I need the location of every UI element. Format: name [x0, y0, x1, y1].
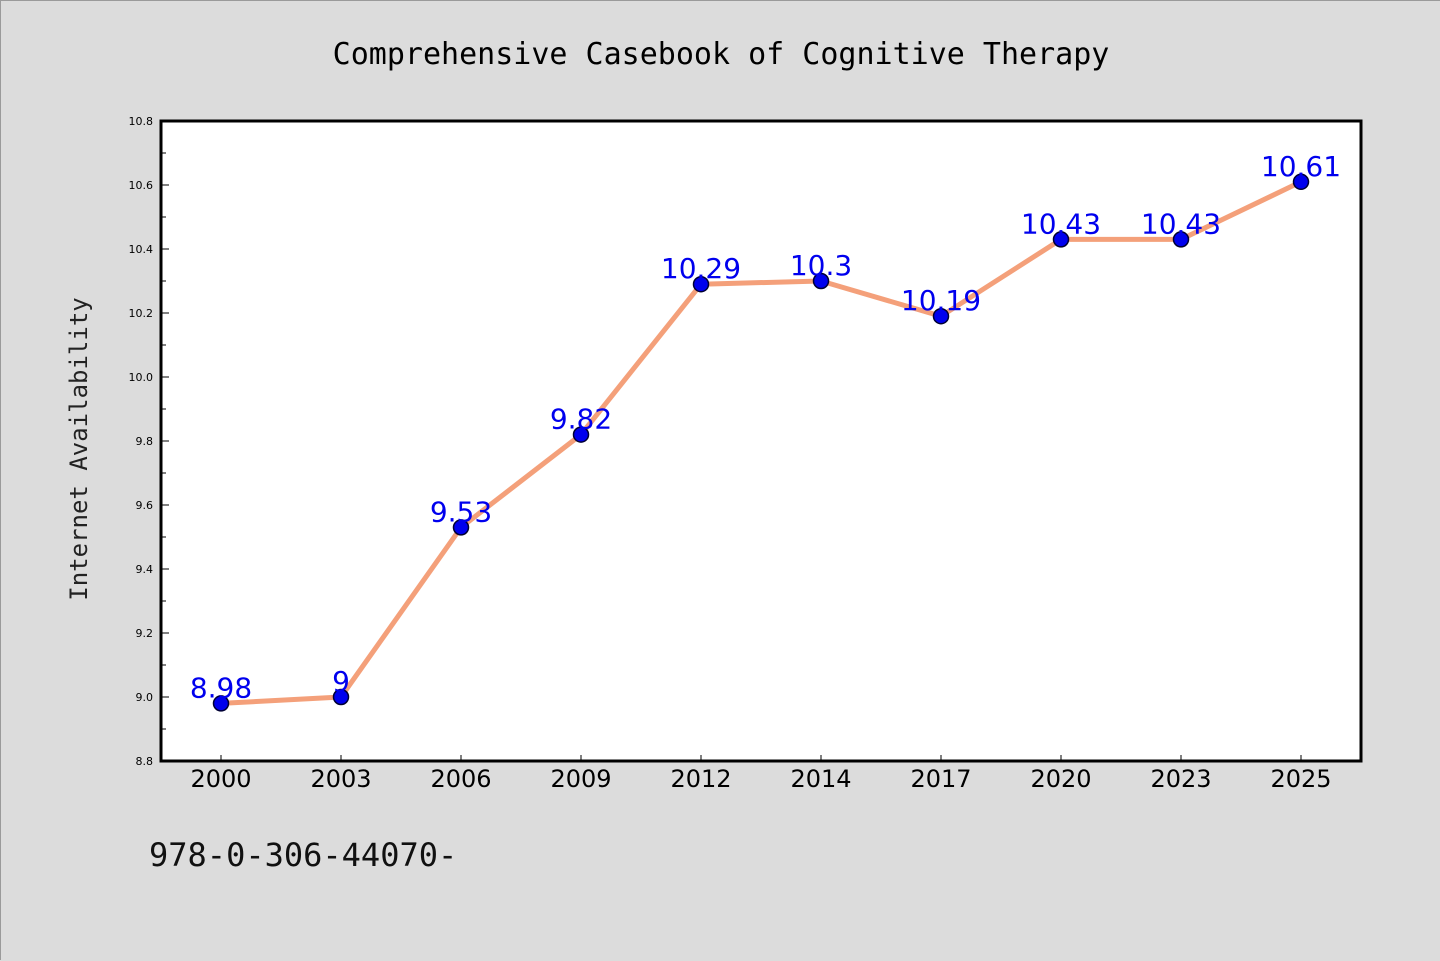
data-label: 10.61 — [1261, 150, 1341, 183]
x-tick-label: 2014 — [790, 765, 851, 793]
x-tick-label: 2017 — [910, 765, 971, 793]
data-point — [572, 426, 590, 443]
x-tick-label: 2020 — [1030, 765, 1091, 793]
x-tick-label: 2012 — [670, 765, 731, 793]
data-label: 8.98 — [190, 671, 252, 704]
y-axis-label: Internet Availability — [65, 297, 93, 600]
x-tick-label: 2023 — [1150, 765, 1211, 793]
y-tick-label: 9.6 — [136, 499, 154, 512]
data-label: 10.3 — [790, 249, 852, 282]
series-line-group — [218, 179, 1304, 706]
data-point — [692, 275, 710, 293]
series-line — [218, 179, 1304, 706]
y-tick-label: 10.6 — [129, 179, 154, 192]
data-point — [212, 695, 230, 712]
x-axis: 2000 2003 2006 2009 2012 2014 2017 2020 2023 2025 — [190, 755, 1332, 793]
x-tick-label: 2006 — [430, 765, 491, 793]
y-tick-label: 10.4 — [129, 243, 154, 256]
x-tick-label: 2009 — [550, 765, 611, 793]
y-tick-label: 9.0 — [136, 691, 154, 704]
data-label: 9 — [332, 665, 350, 698]
y-tick-label: 9.2 — [136, 627, 154, 640]
x-tick-label: 2025 — [1270, 765, 1331, 793]
data-label: 10.43 — [1141, 207, 1221, 240]
data-label: 9.82 — [550, 403, 612, 436]
y-tick-label: 10.8 — [129, 115, 154, 128]
y-tick-label: 9.4 — [136, 563, 154, 576]
data-point — [932, 307, 950, 325]
data-point — [1052, 231, 1070, 248]
data-point — [1292, 173, 1310, 191]
y-tick-label: 10.2 — [129, 307, 154, 320]
y-axis: 8.8 9.0 9.2 9.4 9.6 9.8 10.0 10.2 10.4 10.6 10.8 — [129, 115, 169, 768]
data-point — [332, 688, 350, 706]
y-tick-label: 10.0 — [129, 371, 154, 384]
data-label: 10.19 — [901, 284, 981, 317]
data-labels-group: 8.98 9 9.53 9.82 10.29 10.3 10.19 10.43 10.43 10.… — [190, 150, 1341, 705]
data-point — [812, 272, 830, 290]
data-label: 10.43 — [1021, 207, 1101, 240]
x-tick-label: 2000 — [190, 765, 251, 793]
isbn-text: 978-0-306-44070- — [149, 836, 457, 874]
data-point — [452, 519, 470, 536]
y-tick-label: 8.8 — [136, 755, 154, 768]
data-point — [1172, 231, 1190, 248]
data-label: 9.53 — [430, 495, 492, 528]
plot-area — [159, 119, 1363, 763]
y-tick-label: 9.8 — [136, 435, 154, 448]
chart-title: Comprehensive Casebook of Cognitive Ther… — [333, 37, 1110, 72]
x-tick-label: 2003 — [310, 765, 371, 793]
markers-group — [212, 173, 1310, 712]
data-label: 10.29 — [661, 252, 741, 285]
